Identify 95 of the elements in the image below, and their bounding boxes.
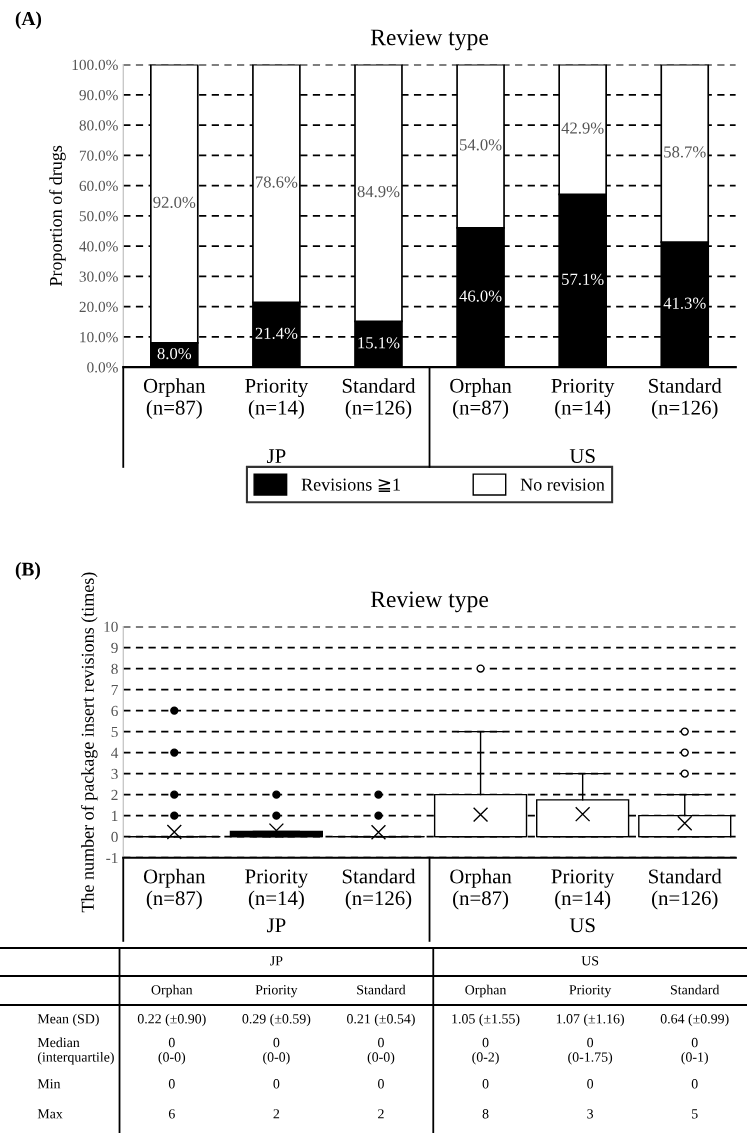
y-tick-label: -1 <box>106 852 118 863</box>
data-label: 57.1% <box>562 273 604 285</box>
data-label: 84.9% <box>357 185 400 198</box>
text: 5 <box>692 1109 698 1119</box>
text: US <box>569 918 595 933</box>
x-tick-label: Orphan (n=87) <box>143 378 206 419</box>
y-axis-title: The number of package insert revisions (times) <box>80 572 98 913</box>
text: Priority <box>569 985 612 998</box>
text: 0.64 (±0.99) <box>660 1013 729 1027</box>
y-axis-title: Proportion of drugs <box>49 145 66 287</box>
x-tick-label: Priority (n=14) <box>551 378 615 419</box>
data-label: 15.1% <box>358 337 400 349</box>
text: JP <box>270 956 283 966</box>
x-tick-label: Orphan (n=87) <box>450 868 512 910</box>
text: 3 <box>587 1109 594 1119</box>
y-tick-label: 1 <box>112 810 118 821</box>
text: JP <box>266 449 286 464</box>
text: Standard <box>670 984 720 995</box>
text: Min <box>37 1079 61 1089</box>
data-label: 41.3% <box>663 297 706 309</box>
x-tick-label: Standard (n=126) <box>342 868 416 910</box>
text: 0 (0-0) <box>263 1037 290 1065</box>
y-tick-label: 80.0% <box>79 120 118 131</box>
x-tick-label: Priority (n=14) <box>245 378 309 419</box>
text: (A) <box>15 11 42 30</box>
y-tick-label: 6 <box>111 705 118 717</box>
data-label: 58.7% <box>664 146 706 158</box>
text: US <box>569 449 595 464</box>
text: Median (interquartile) <box>37 1037 114 1065</box>
x-tick-label: Priority (n=14) <box>551 869 615 910</box>
text: US <box>581 956 599 966</box>
y-tick-label: 90.0% <box>79 89 118 101</box>
data-label: 21.4% <box>255 327 298 339</box>
text: 0 <box>691 1079 698 1089</box>
text: JP <box>266 918 286 933</box>
text: 0 <box>168 1079 175 1089</box>
y-tick-label: 8 <box>111 663 118 675</box>
chart-title: Review type <box>370 29 489 51</box>
text: Max <box>37 1109 63 1119</box>
y-tick-label: 0 <box>111 831 118 843</box>
text: 0 (0-1.75) <box>568 1037 613 1065</box>
x-tick-label: Standard (n=126) <box>342 378 416 419</box>
text: 0.22 (±0.90) <box>137 1013 206 1027</box>
text: 0 <box>273 1079 280 1089</box>
text: (B) <box>15 562 41 580</box>
text: Orphan <box>465 984 507 998</box>
data-label: 46.0% <box>459 290 502 302</box>
text: Priority <box>255 985 298 998</box>
y-tick-label: 30.0% <box>79 271 118 282</box>
y-tick-label: 4 <box>111 747 119 758</box>
text: 0 (0-1) <box>681 1037 708 1065</box>
y-tick-label: 2 <box>111 789 118 800</box>
data-label: 92.0% <box>153 196 196 208</box>
text: Orphan <box>151 984 193 998</box>
y-tick-label: 3 <box>111 768 118 780</box>
text: 8 <box>482 1109 489 1119</box>
data-label: 54.0% <box>460 139 502 151</box>
y-tick-label: 5 <box>111 726 118 738</box>
y-tick-label: 70.0% <box>79 150 118 161</box>
text: 0 <box>378 1079 384 1089</box>
text: 0.29 (±0.59) <box>242 1013 311 1027</box>
x-tick-label: Orphan (n=87) <box>450 378 512 419</box>
y-tick-label: 40.0% <box>79 241 118 252</box>
y-tick-label: 7 <box>111 684 118 695</box>
y-tick-label: 9 <box>111 642 118 654</box>
text: 0 (0-2) <box>472 1037 499 1065</box>
data-label: 42.9% <box>561 122 604 134</box>
x-tick-label: Standard (n=126) <box>649 868 722 910</box>
text: 0 (0-0) <box>158 1037 186 1065</box>
text: 1.07 (±1.16) <box>556 1013 624 1027</box>
text: 0 (0-0) <box>367 1037 395 1065</box>
text: 0 <box>482 1079 489 1089</box>
text: 2 <box>273 1109 280 1119</box>
x-tick-label: Standard (n=126) <box>649 378 722 419</box>
text: 0.21 (±0.54) <box>347 1013 415 1027</box>
text: 2 <box>378 1109 384 1119</box>
legend-label: No revision <box>520 478 605 491</box>
x-tick-label: Orphan (n=87) <box>143 868 206 910</box>
data-label: 78.6% <box>255 176 298 188</box>
text: Mean (SD) <box>37 1013 99 1027</box>
y-tick-label: 10 <box>104 621 118 632</box>
text: 1.05 (±1.55) <box>452 1013 520 1027</box>
y-tick-label: 100.0% <box>72 59 118 71</box>
y-tick-label: 0.0% <box>87 362 118 373</box>
text: Standard <box>357 984 406 995</box>
y-tick-label: 20.0% <box>79 301 118 313</box>
data-label: 8.0% <box>157 347 192 360</box>
legend-label: Revisions ≧1 <box>301 478 400 493</box>
y-tick-label: 50.0% <box>79 210 118 222</box>
x-tick-label: Priority (n=14) <box>245 869 309 910</box>
y-tick-label: 10.0% <box>80 331 118 343</box>
text: 0 <box>587 1079 594 1089</box>
y-tick-label: 60.0% <box>79 180 118 192</box>
chart-title: Review type <box>370 591 489 613</box>
text: 6 <box>168 1109 175 1119</box>
